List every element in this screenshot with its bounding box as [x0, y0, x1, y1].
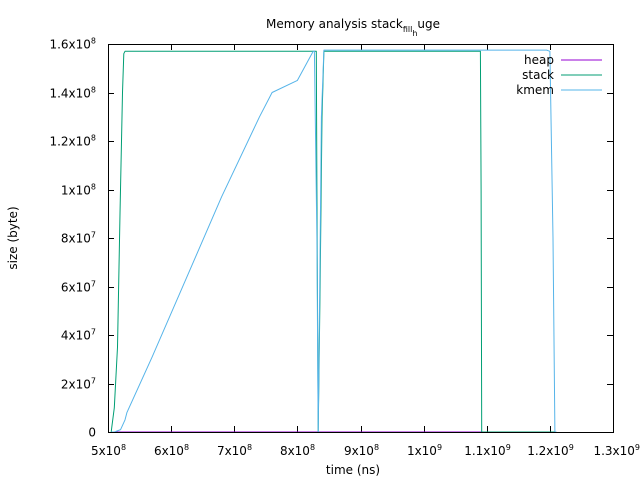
series-stack-line	[110, 50, 557, 433]
y-tick-label: 1.2x108	[49, 134, 96, 149]
x-tick-label: 5x108	[91, 443, 126, 458]
y-axis-label: size (byte)	[6, 206, 20, 269]
x-tick-label: 1.2x109	[527, 443, 574, 458]
y-tick-label: 1.4x108	[49, 86, 96, 101]
x-tick-label: 8x108	[280, 443, 315, 458]
x-tick-label: 7x108	[217, 443, 252, 458]
y-tick-label: 6x107	[61, 280, 96, 295]
x-tick-label: 1.1x109	[464, 443, 511, 458]
series-layer	[110, 49, 557, 433]
legend-label-stack: stack	[522, 68, 554, 82]
axis-ticks	[108, 44, 614, 433]
chart-title: Memory analysis stackfillhuge	[266, 17, 440, 38]
x-tick-label: 1x109	[407, 443, 442, 458]
axis-tick-labels: 5x108 6x108 7x108 8x108 9x108 1x109 1.1x109 1.2…	[49, 37, 640, 459]
x-tick-label: 1.3x109	[593, 443, 640, 458]
legend-label-kmem: kmem	[516, 83, 554, 97]
x-tick-label: 6x108	[154, 443, 189, 458]
chart-title-sub: fill	[403, 25, 412, 34]
x-tick-label: 9x108	[344, 443, 379, 458]
chart-title-main: Memory analysis stack	[266, 17, 403, 31]
y-tick-label: 1x108	[61, 183, 96, 198]
y-tick-label: 2x107	[61, 377, 96, 392]
x-axis-label: time (ns)	[326, 463, 380, 477]
y-tick-label: 8x107	[61, 231, 96, 246]
y-tick-label: 0	[88, 426, 96, 440]
chart-title-sub2: h	[412, 29, 417, 38]
y-tick-label: 4x107	[61, 328, 96, 343]
legend-label-heap: heap	[524, 53, 554, 67]
series-kmem-line	[111, 49, 557, 433]
plot-frame	[108, 44, 614, 433]
chart-title-end: uge	[417, 17, 440, 31]
y-tick-label: 1.6x108	[49, 37, 96, 52]
